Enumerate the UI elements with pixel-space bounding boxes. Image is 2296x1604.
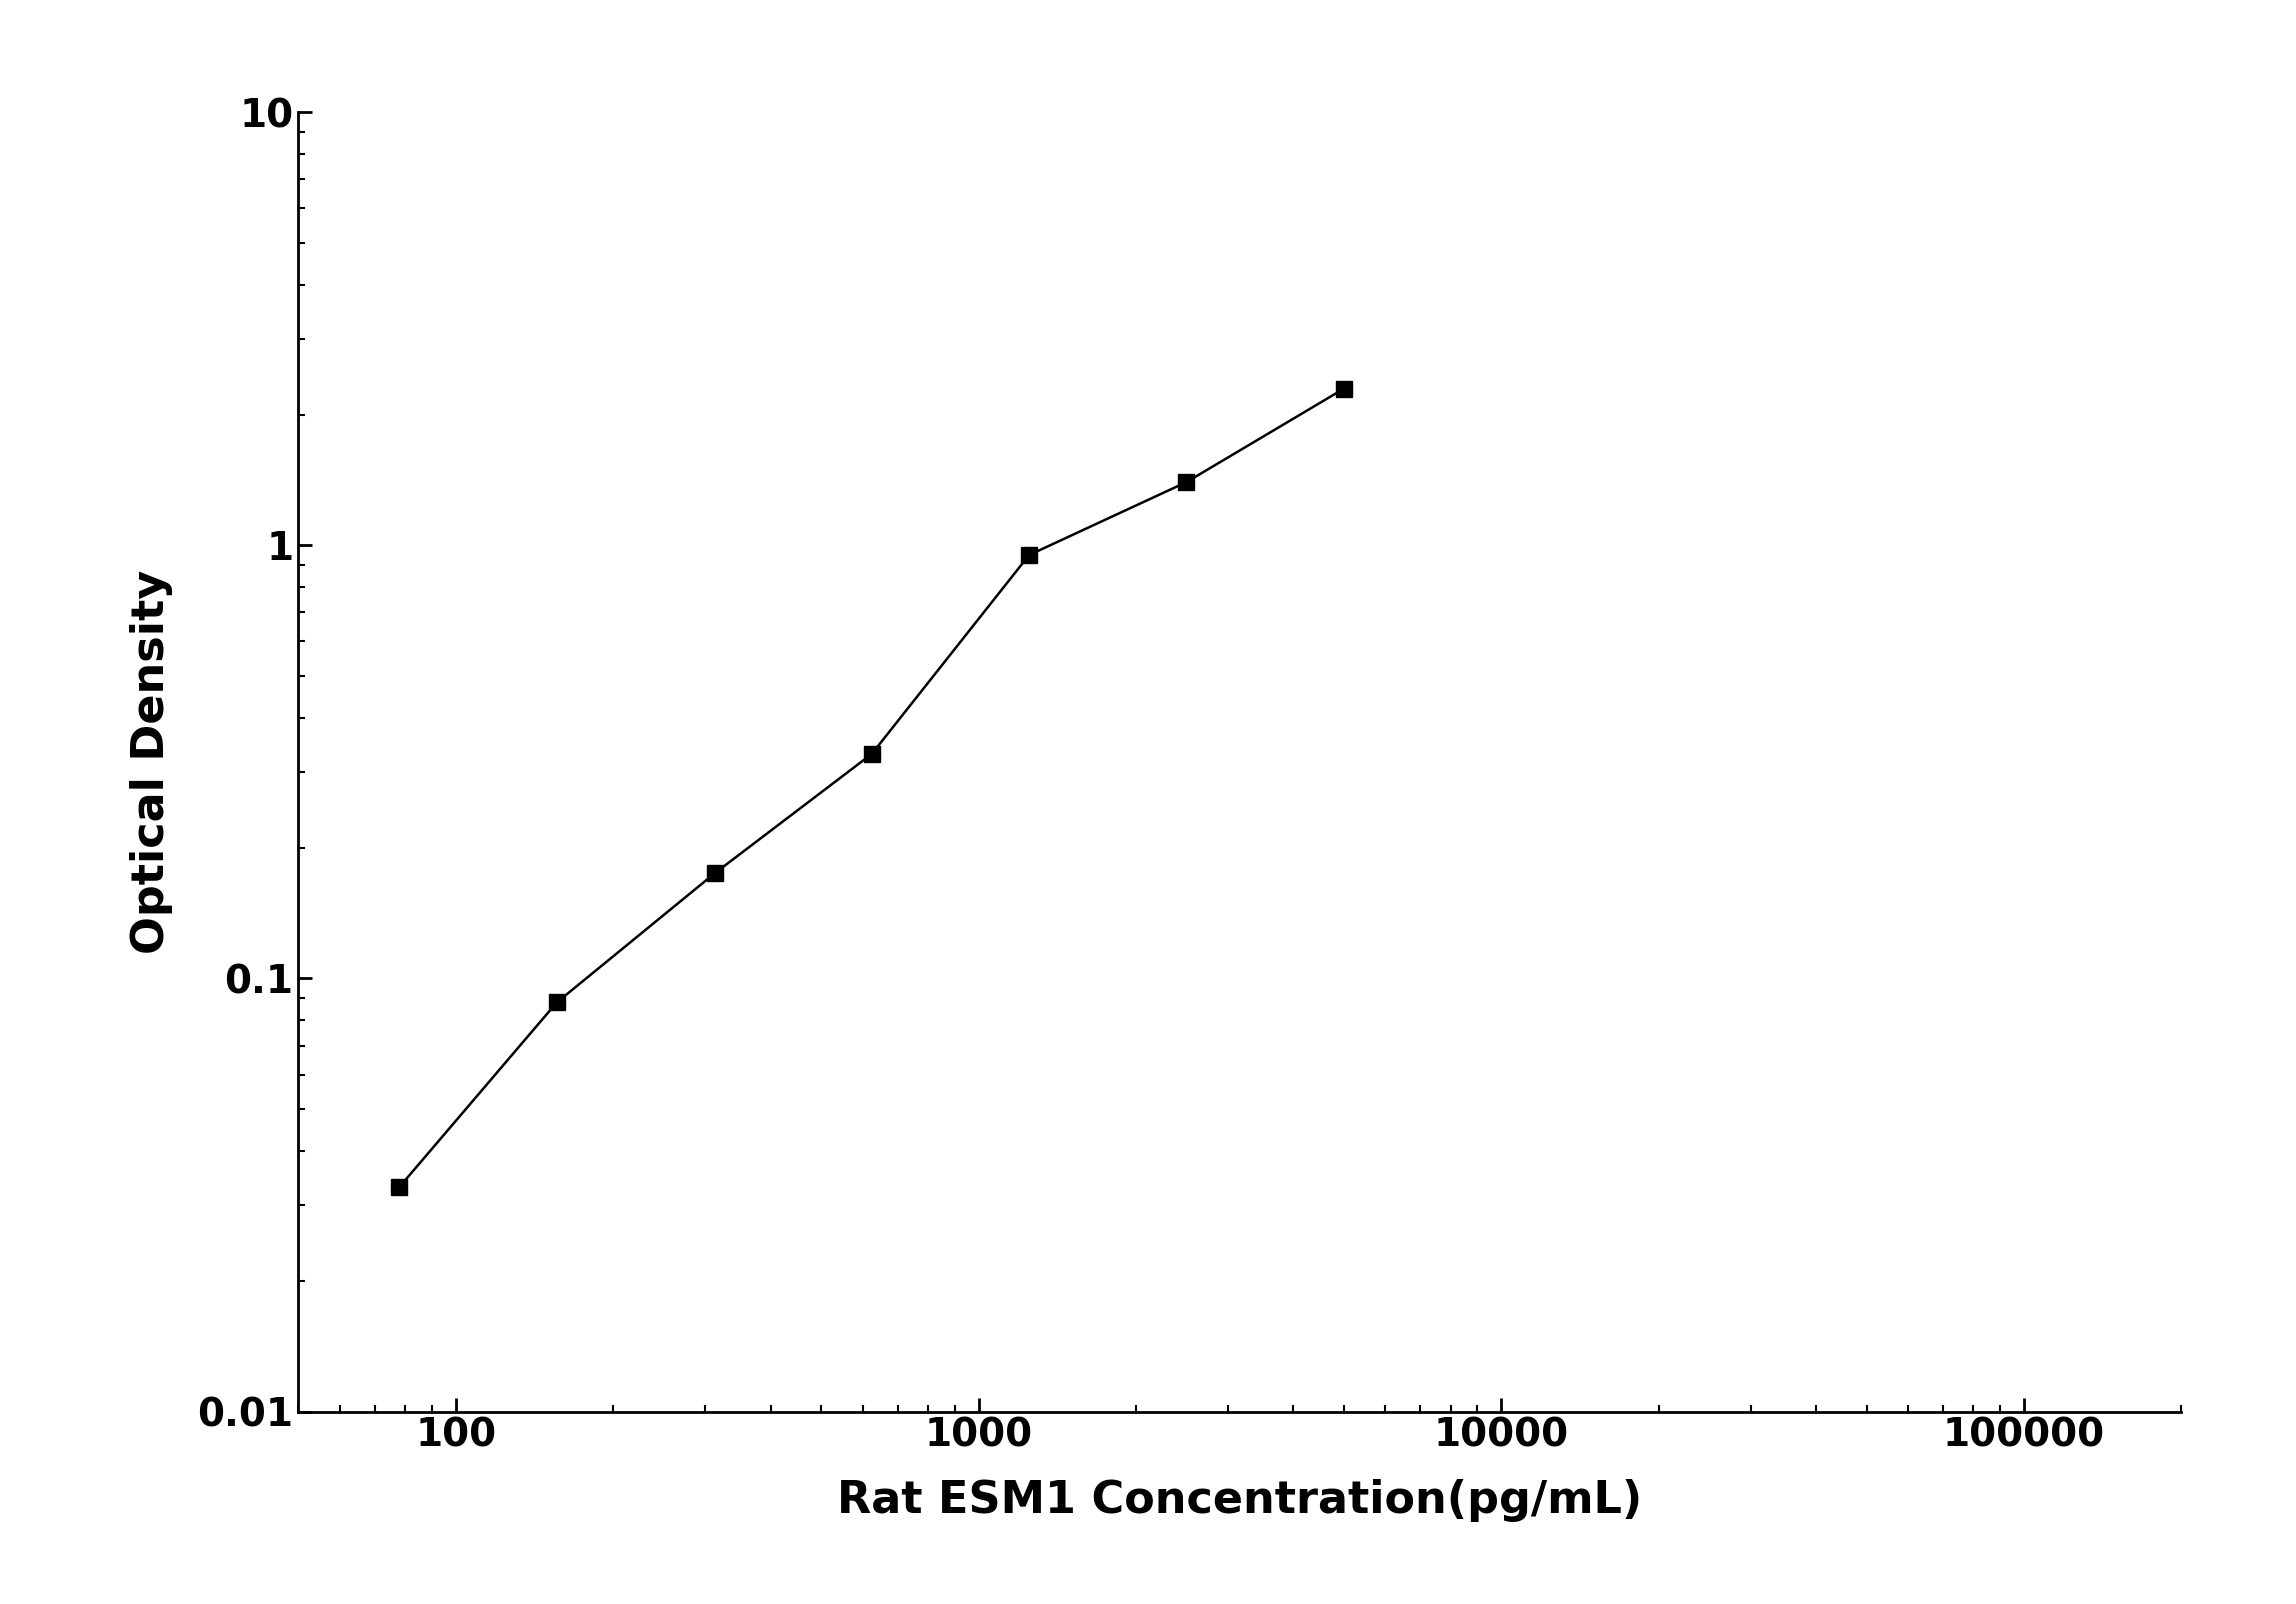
X-axis label: Rat ESM1 Concentration(pg/mL): Rat ESM1 Concentration(pg/mL) — [838, 1479, 1642, 1522]
Y-axis label: Optical Density: Optical Density — [129, 569, 172, 954]
